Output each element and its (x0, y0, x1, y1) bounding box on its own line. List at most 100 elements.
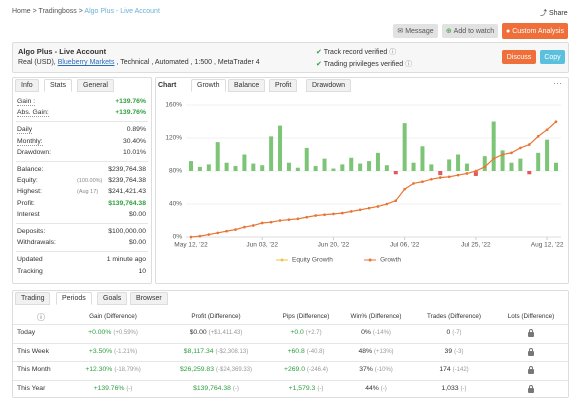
y-tick-label: 0% (173, 234, 183, 241)
menu-icon[interactable]: ··· (553, 78, 562, 88)
stat-label: Abs. Gain: (17, 109, 49, 118)
stat-label: Interest (17, 210, 40, 218)
bar (554, 162, 558, 171)
tab[interactable]: Goals (97, 292, 128, 305)
point (510, 151, 513, 155)
tab[interactable]: Trading (15, 292, 51, 305)
bar (384, 165, 389, 171)
lock-icon (528, 384, 534, 393)
bar (500, 150, 505, 171)
value: $26,259.83 (179, 366, 214, 373)
separator (13, 342, 568, 344)
chart-heading: Chart (158, 82, 177, 89)
point (269, 220, 273, 224)
bar (509, 162, 514, 171)
stat-label: Profit: (17, 199, 35, 207)
message-button[interactable]: ✉ Message (393, 24, 438, 38)
bar (340, 164, 345, 171)
info-icon: ⓘ (37, 313, 45, 322)
stat-value: +139.76% (115, 109, 146, 117)
account-box: Algo Plus - Live Account Real (USD), Blu… (12, 42, 569, 73)
bar (295, 167, 300, 171)
bar (536, 152, 541, 171)
breadcrumb: Home > Tradingboss > Algo Plus - Live Ac… (12, 8, 160, 15)
crumb[interactable]: Tradingboss (38, 8, 77, 15)
point (332, 212, 335, 216)
broker-link[interactable]: Blueberry Markets (57, 59, 115, 66)
bar (375, 152, 380, 171)
point (394, 199, 398, 202)
tab[interactable]: Stats (44, 79, 72, 92)
x-tick-label: Jul 25, '22 (461, 242, 491, 249)
bar (215, 142, 220, 171)
point (349, 210, 353, 213)
point (527, 143, 531, 146)
cell: 37% (-10%) (359, 366, 393, 373)
tab[interactable]: Browser (130, 292, 168, 305)
bar (322, 158, 327, 171)
copy-button[interactable]: Copy (540, 50, 565, 64)
difference: (+0.59%) (113, 330, 138, 336)
difference: (-7) (452, 330, 462, 336)
difference: (-142) (452, 367, 469, 373)
difference: (-14%) (372, 330, 391, 336)
bar (206, 164, 211, 171)
point (403, 187, 406, 191)
bar (242, 154, 247, 171)
bar (393, 171, 398, 175)
stat-value: $0.00 (128, 239, 146, 247)
value: $8,117.34 (183, 347, 214, 355)
cell: +0.00% (+0.59%) (88, 329, 138, 336)
lock-shackle (529, 384, 533, 389)
tab[interactable]: Balance (228, 79, 266, 92)
stat-value: 0.89% (126, 126, 146, 134)
crumb[interactable]: Home (12, 8, 31, 15)
difference: (-18.79%) (114, 367, 141, 373)
point (492, 157, 495, 160)
stat-value: 10.01% (122, 148, 146, 156)
period: Today (17, 329, 36, 336)
watch-button[interactable]: ⊕ Add to watch (442, 24, 498, 38)
tab[interactable]: Drawdown (306, 79, 352, 92)
point (545, 128, 549, 132)
x-tick-label: Jul 06, '22 (390, 242, 420, 249)
value: 1,033 (441, 384, 459, 392)
point (465, 172, 469, 175)
separator (16, 161, 148, 162)
tab[interactable]: Profit (269, 79, 298, 92)
tab[interactable]: Info (15, 79, 39, 92)
legend-label: Growth (380, 257, 401, 264)
cell: +3.50% (-1.21%) (89, 348, 137, 355)
bar (251, 163, 256, 171)
bar (527, 171, 532, 175)
point (207, 233, 211, 236)
point (385, 202, 389, 206)
periods-panel: Trading Periods Goals Browser ⓘ Gain (Differe… (12, 290, 569, 398)
stat-value: 30.40% (122, 137, 146, 145)
difference: (-) (317, 385, 324, 392)
bar (349, 157, 354, 171)
analysis-button[interactable]: ● Custom Analysis (502, 23, 568, 39)
value: 48% (358, 347, 373, 355)
bar (429, 164, 434, 171)
cell: +60.8 (-40.8) (288, 348, 325, 355)
column-header: Gain (Difference) (89, 313, 137, 320)
stat-label: Drawdown: (17, 148, 51, 156)
stat-note: (Aug 17) (77, 189, 99, 196)
point (278, 219, 282, 222)
point (483, 165, 487, 169)
tab[interactable]: Growth (191, 79, 226, 92)
chart: 0% 40% 80% 120% 160% May 12, '22 Jun 03, '22 Ju… (165, 102, 563, 264)
tab[interactable]: General (77, 79, 114, 92)
discuss-button[interactable]: Discuss (502, 50, 536, 64)
point (198, 234, 202, 238)
lock-shackle (529, 329, 533, 333)
value: $0.00 (189, 329, 207, 336)
tab[interactable]: Periods (56, 292, 92, 305)
stat-label: Daily (17, 126, 33, 135)
bar (304, 147, 309, 171)
share-button[interactable]: ⤴ Share (540, 10, 568, 17)
stat-label: Tracking (17, 267, 43, 275)
bar (411, 162, 416, 171)
point (305, 215, 309, 219)
